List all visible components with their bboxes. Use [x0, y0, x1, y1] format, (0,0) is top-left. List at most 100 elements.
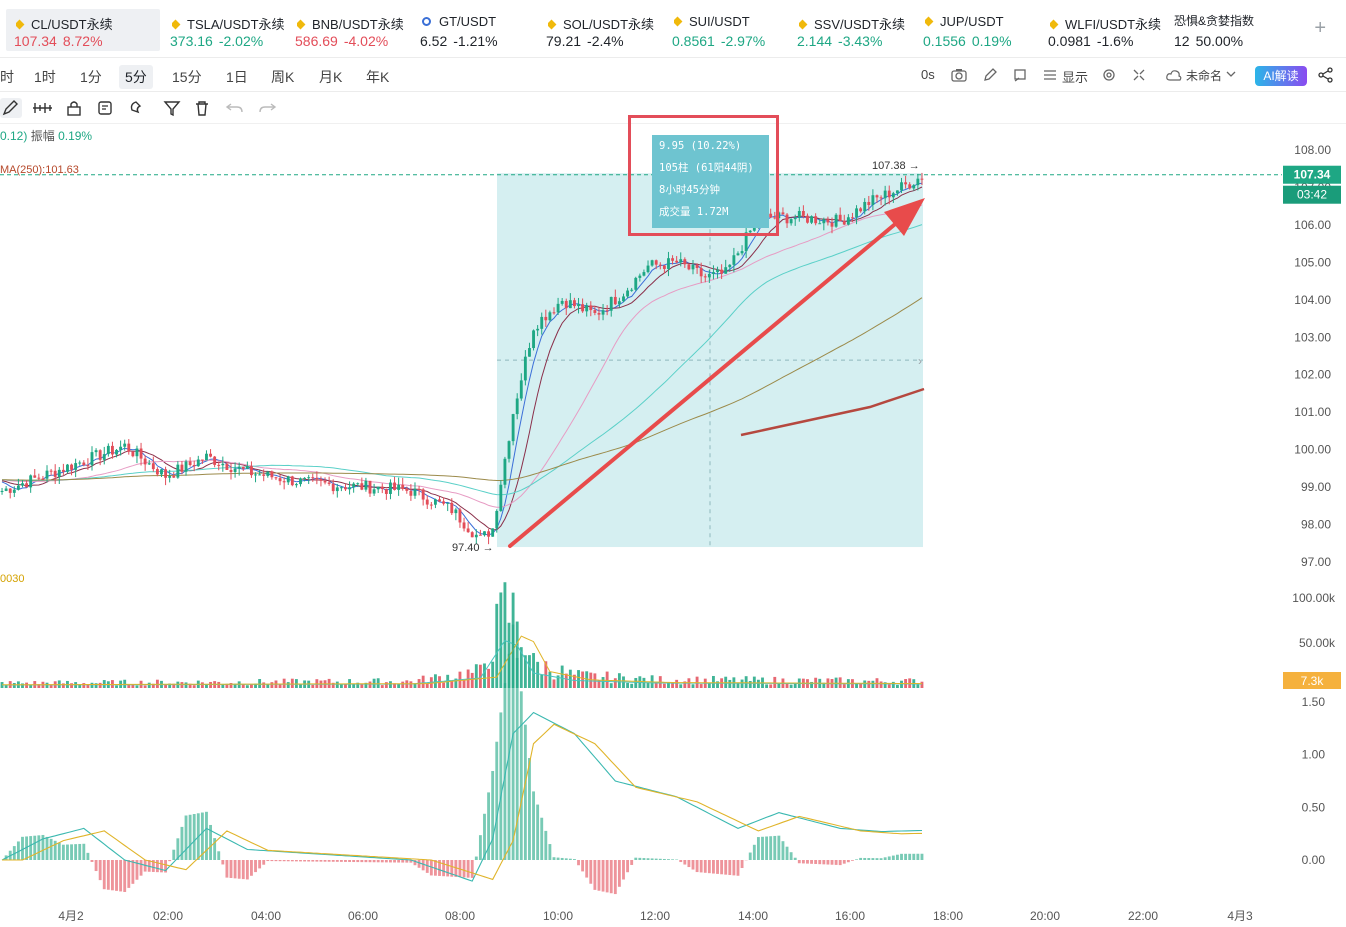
ai-explain-button[interactable]: AI解读	[1255, 66, 1307, 86]
settings-icon[interactable]	[1101, 67, 1117, 83]
ticker-tab[interactable]: SSV/USDT永续 2.144 -3.43%	[789, 9, 913, 51]
candle-body	[654, 260, 658, 265]
list-icon[interactable]	[1043, 68, 1057, 82]
macd-bar	[339, 860, 343, 862]
ticker-tab[interactable]: 恐惧&贪婪指数 12 50.00%	[1166, 9, 1290, 51]
lock-icon[interactable]	[63, 98, 85, 118]
camera-icon[interactable]	[951, 67, 967, 83]
volume-bar	[634, 677, 638, 688]
share-icon[interactable]	[1318, 67, 1334, 83]
fullscreen-icon[interactable]	[1132, 68, 1146, 82]
macd-bar	[135, 860, 139, 880]
macd-bar	[846, 860, 850, 863]
macd-bar	[115, 860, 118, 891]
macd-bar	[49, 838, 53, 860]
note-icon[interactable]	[95, 98, 117, 118]
filter-icon[interactable]	[161, 98, 183, 118]
interval-1m[interactable]: 1分	[80, 69, 102, 85]
interval-hour-partial[interactable]: 时	[0, 69, 14, 85]
macd-bar	[654, 858, 658, 860]
cloud-icon[interactable]	[1166, 68, 1182, 82]
candle-body	[86, 465, 90, 467]
macd-bar	[237, 860, 241, 879]
ticker-tab[interactable]: TSLA/USDT永续 373.16 -2.02%	[162, 9, 286, 51]
macd-bar	[695, 860, 699, 873]
volume-bar	[515, 621, 519, 688]
interval-1d[interactable]: 1日	[226, 69, 248, 85]
ticker-change: -2.02%	[218, 33, 264, 49]
draw-tool-icon[interactable]	[0, 98, 22, 118]
countdown-label: 03:42	[1297, 188, 1327, 202]
ticker-tab[interactable]: BNB/USDT永续 586.69 -4.02%	[287, 9, 411, 51]
measure-change: 9.95 (10.22%)	[659, 140, 742, 152]
volume-bar	[425, 683, 429, 688]
window-icon[interactable]	[1012, 67, 1028, 83]
candle-body	[303, 477, 307, 479]
ticker-price: 12	[1174, 33, 1190, 49]
ticker-tab[interactable]: CL/USDT永续 107.34 8.72%	[6, 9, 160, 51]
macd-bar	[425, 860, 429, 873]
time-tick-label: 04:00	[251, 909, 281, 923]
indicator-icon[interactable]	[31, 98, 53, 118]
trash-icon[interactable]	[191, 98, 213, 118]
interval-5m[interactable]: 5分	[119, 65, 153, 89]
volume-bar	[920, 681, 924, 688]
add-tab-icon[interactable]: +	[1314, 17, 1326, 39]
ticker-tab[interactable]: JUP/USDT 0.1556 0.19%	[915, 9, 1039, 51]
volume-bar	[258, 679, 262, 688]
volume-bar	[662, 683, 666, 688]
layout-name[interactable]: 未命名	[1186, 69, 1223, 83]
interval-month[interactable]: 月K	[319, 69, 343, 85]
price-chart[interactable]: 108.00107.00106.00105.00104.00103.00102.…	[0, 124, 1346, 927]
undo-icon[interactable]	[224, 98, 246, 118]
ticker-tab[interactable]: GT/USDT 6.52 -1.21%	[412, 9, 536, 51]
candle-body	[855, 208, 858, 218]
macd-bar	[368, 860, 372, 863]
candle-body	[49, 470, 53, 472]
ticker-symbol: TSLA/USDT永续	[172, 14, 286, 33]
macd-tick-label: 0.50	[1302, 800, 1326, 814]
candle-body	[66, 464, 69, 472]
candle-body	[16, 485, 20, 490]
interval-1h[interactable]: 1时	[34, 69, 56, 85]
candle-body	[196, 459, 200, 467]
ticker-symbol: JUP/USDT	[925, 14, 1039, 29]
volume-bar	[581, 671, 585, 688]
ticker-tab[interactable]: SOL/USDT永续 79.21 -2.4%	[538, 9, 662, 51]
candle-body	[732, 255, 736, 265]
volume-bar	[585, 671, 589, 688]
candle-body	[744, 232, 748, 252]
ticker-tab[interactable]: SUI/USDT 0.8561 -2.97%	[664, 9, 788, 51]
candle-body	[556, 303, 560, 313]
candle-body	[106, 445, 110, 455]
display-label[interactable]: 显示	[1062, 70, 1089, 85]
macd-bar	[789, 852, 793, 860]
macd-bar	[895, 854, 899, 860]
macd-bar	[74, 844, 78, 860]
candle-body	[290, 476, 294, 486]
candle-body	[119, 446, 123, 450]
macd-tick-label: 1.00	[1302, 748, 1326, 762]
interval-15m[interactable]: 15分	[172, 69, 202, 85]
macd-bar	[254, 860, 257, 873]
macd-bar	[16, 841, 20, 860]
interval-week[interactable]: 周K	[271, 69, 295, 85]
macd-bar	[29, 836, 33, 860]
macd-bar	[397, 860, 401, 863]
macd-bar	[119, 860, 123, 892]
chevron-down-icon[interactable]	[1226, 70, 1236, 78]
candle-body	[630, 289, 634, 291]
candle-body	[789, 219, 793, 224]
pencil-icon[interactable]	[982, 67, 998, 83]
redo-icon[interactable]	[256, 98, 278, 118]
interval-toolbar: 时 1时 1分 5分 15分 1日 周K 月K 年K 0s 显示 未命名	[0, 58, 1346, 92]
volume-bar	[769, 684, 773, 688]
candle-body	[245, 466, 249, 469]
macd-bar	[883, 857, 887, 860]
magnet-icon[interactable]	[127, 98, 149, 118]
macd-bar	[417, 860, 421, 868]
macd-bar	[671, 859, 674, 860]
candle-body	[323, 480, 327, 483]
ticker-tab[interactable]: WLFI/USDT永续 0.0981 -1.6%	[1040, 9, 1164, 51]
interval-year[interactable]: 年K	[366, 69, 390, 85]
